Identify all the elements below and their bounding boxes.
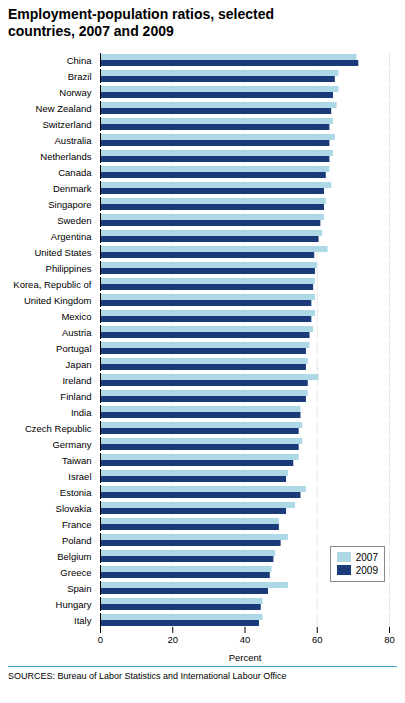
svg-text:0: 0 xyxy=(98,634,103,645)
svg-text:Austria: Austria xyxy=(62,326,92,337)
svg-text:Sweden: Sweden xyxy=(57,214,91,225)
svg-text:France: France xyxy=(62,518,92,529)
svg-text:Poland: Poland xyxy=(62,534,92,545)
html-text:2007: 2007 xyxy=(355,551,378,563)
svg-text:Estonia: Estonia xyxy=(60,486,92,497)
svg-text:Korea, Republic of: Korea, Republic of xyxy=(13,278,92,289)
svg-text:Greece: Greece xyxy=(60,566,91,577)
svg-text:Israel: Israel xyxy=(68,470,91,481)
svg-text:Czech Republic: Czech Republic xyxy=(25,422,92,433)
svg-text:Switzerland: Switzerland xyxy=(42,118,91,129)
svg-text:United Kingdom: United Kingdom xyxy=(24,294,92,305)
svg-text:Percent: Percent xyxy=(229,651,262,662)
svg-text:Norway: Norway xyxy=(59,86,91,97)
svg-text:Mexico: Mexico xyxy=(61,310,91,321)
svg-text:40: 40 xyxy=(240,634,251,645)
svg-text:Canada: Canada xyxy=(58,166,92,177)
svg-text:Philippines: Philippines xyxy=(46,262,92,273)
svg-text:China: China xyxy=(67,54,93,65)
svg-text:Spain: Spain xyxy=(67,582,91,593)
svg-text:80: 80 xyxy=(384,634,395,645)
svg-text:Belgium: Belgium xyxy=(57,550,91,561)
html-text:SOURCES: Bureau of Labor Stati: SOURCES: Bureau of Labor Statistics and … xyxy=(8,670,287,681)
svg-text:Hungary: Hungary xyxy=(56,598,92,609)
svg-text:Germany: Germany xyxy=(52,438,91,449)
svg-text:Argentina: Argentina xyxy=(51,230,92,241)
svg-text:Italy: Italy xyxy=(74,614,92,625)
svg-text:Japan: Japan xyxy=(66,358,92,369)
svg-text:India: India xyxy=(71,406,92,417)
svg-text:Singapore: Singapore xyxy=(48,198,91,209)
svg-text:Ireland: Ireland xyxy=(62,374,91,385)
svg-text:Netherlands: Netherlands xyxy=(40,150,91,161)
svg-text:20: 20 xyxy=(167,634,178,645)
svg-text:New Zealand: New Zealand xyxy=(36,102,92,113)
svg-text:United States: United States xyxy=(34,246,91,257)
svg-text:60: 60 xyxy=(312,634,323,645)
svg-text:Australia: Australia xyxy=(55,134,93,145)
svg-text:Finland: Finland xyxy=(60,390,91,401)
svg-text:Slovakia: Slovakia xyxy=(56,502,93,513)
html-text:Employment-population ratios,: Employment-population ratios, selected c… xyxy=(8,6,274,39)
svg-text:Brazil: Brazil xyxy=(68,70,92,81)
svg-text:Taiwan: Taiwan xyxy=(62,454,92,465)
svg-text:Denmark: Denmark xyxy=(53,182,92,193)
svg-text:Portugal: Portugal xyxy=(56,342,91,353)
html-text:2009: 2009 xyxy=(355,564,378,576)
